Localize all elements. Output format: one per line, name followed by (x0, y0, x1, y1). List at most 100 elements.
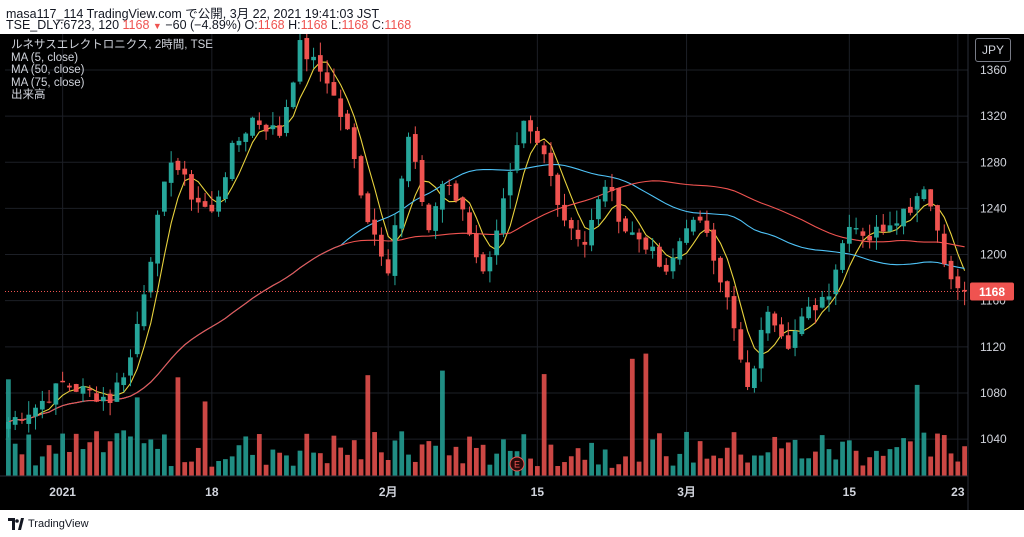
candle-body (182, 168, 188, 175)
volume-bar (80, 449, 86, 476)
ma-line-75 (8, 180, 965, 423)
candle-body (609, 187, 615, 192)
candle-body (548, 152, 554, 176)
volume-bar (948, 453, 954, 476)
volume-bar (657, 433, 662, 476)
legend-ma50[interactable]: MA (50, close) (11, 64, 85, 77)
candle-body (94, 393, 99, 402)
down-arrow-icon: ▼ (152, 21, 162, 31)
volume-bar (758, 455, 764, 476)
volume-bar (921, 432, 927, 476)
candle-body (833, 269, 839, 295)
ma-line-50 (8, 163, 965, 423)
volume-bar (955, 461, 961, 476)
price-chart[interactable]: 1040108011201160120012401280132013601168… (0, 34, 1024, 510)
legend-ma75[interactable]: MA (75, close) (11, 76, 85, 89)
candle-body (480, 254, 486, 272)
earnings-marker (509, 456, 525, 472)
candle-body (677, 241, 683, 260)
candle-body (379, 234, 384, 257)
candle-body (392, 225, 398, 276)
volume-bar (928, 456, 934, 476)
candle-body (216, 196, 221, 212)
candle-body (962, 289, 967, 292)
candle-body (718, 257, 723, 283)
volume-bar (372, 432, 377, 476)
candle-body (460, 197, 466, 210)
volume-bar (12, 443, 18, 476)
volume-bar (555, 466, 561, 476)
candle-body (914, 196, 920, 210)
candle-body (250, 117, 255, 136)
candle-body (853, 228, 859, 230)
candle-body (616, 188, 622, 222)
candle-body (792, 330, 798, 348)
candle-body (467, 212, 472, 235)
volume-bar (100, 452, 106, 476)
candle-body (33, 407, 38, 417)
volume-bar (406, 454, 411, 476)
candle-body (209, 204, 215, 212)
candle-body (867, 235, 873, 241)
y-tick-label: 1200 (980, 248, 1007, 262)
candle-body (487, 257, 493, 272)
candle-body (663, 264, 669, 272)
volume-bar (168, 466, 174, 476)
ohlc-close-value: 1168 (384, 18, 412, 32)
volume-bar (46, 445, 52, 476)
volume-bar (914, 384, 920, 476)
volume-bar (94, 431, 99, 476)
candle-body (406, 136, 411, 182)
candle-body (290, 82, 296, 108)
candle-body (107, 393, 113, 403)
chart-area[interactable]: 1040 1080 1120 1160 1200 1240 1280 1320 1360 1168… (0, 34, 1024, 510)
volume-bar (779, 448, 784, 476)
candle-body (955, 276, 961, 289)
candle-body (243, 133, 249, 142)
last-price: 1168 (122, 18, 150, 32)
volume-bar (582, 459, 588, 476)
volume-bar (738, 454, 744, 476)
y-tick-label: 1280 (980, 155, 1007, 169)
currency-button[interactable]: JPY (975, 38, 1011, 62)
tradingview-logo[interactable]: TradingView (8, 518, 89, 530)
volume-bar (711, 455, 717, 476)
volume-bar (33, 465, 38, 476)
volume-bar (195, 447, 201, 476)
candle-body (589, 220, 594, 246)
candle-body (738, 329, 744, 360)
volume-bar (223, 459, 228, 476)
candle-body (806, 306, 812, 319)
volume-bar (602, 449, 608, 476)
publish-info: masa117_114 TradingView.com で公開, 3月 22, … (6, 7, 380, 21)
candle-body (752, 368, 757, 389)
volume-bar (73, 433, 79, 476)
volume-bar (690, 462, 696, 476)
candle-body (582, 241, 588, 245)
candle-body (636, 232, 642, 240)
candle-body (670, 257, 676, 272)
volume-bar (887, 449, 893, 476)
volume-bar (663, 456, 669, 476)
candle-body (575, 229, 581, 240)
candle-body (87, 388, 93, 391)
tradingview-text: TradingView (28, 518, 89, 530)
legend-volume[interactable]: 出来高 (11, 89, 46, 102)
volume-bar (704, 458, 710, 476)
volume-bar (521, 434, 527, 476)
volume-bar (392, 440, 398, 476)
volume-bar (745, 462, 750, 476)
volume-bar (501, 439, 506, 476)
candle-body (202, 201, 208, 207)
volume-bar (107, 441, 113, 476)
volume-bar (636, 461, 642, 476)
ohlc-close-label: C: (371, 18, 385, 32)
candle-body (690, 219, 696, 232)
candle-body (874, 226, 879, 238)
volume-bar (263, 464, 269, 476)
candle-body (657, 246, 662, 267)
candle-body (921, 189, 927, 200)
volume-bar (813, 451, 818, 476)
legend-ma5[interactable]: MA (5, close) (11, 51, 79, 64)
volume-bar (643, 353, 649, 476)
